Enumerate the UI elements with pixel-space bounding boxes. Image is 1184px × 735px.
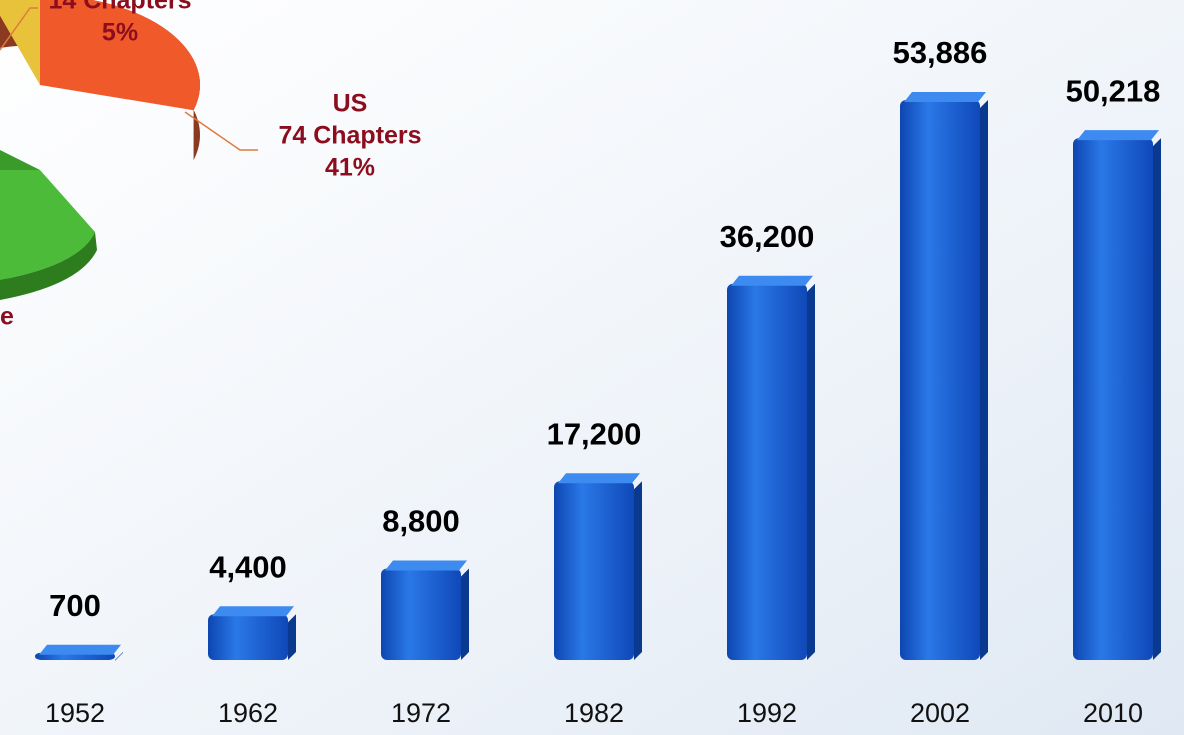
bar-side — [461, 568, 469, 660]
bar-side — [288, 614, 296, 660]
bar-top — [904, 92, 986, 102]
bar-top — [212, 606, 294, 617]
pie-value-label: 41% — [325, 154, 375, 182]
x-tick-label: 2002 — [910, 698, 970, 728]
x-tick-label: 1992 — [737, 698, 797, 728]
value-label: 36,200 — [720, 219, 815, 254]
pie-value-label: 5% — [102, 19, 138, 47]
bar — [208, 614, 288, 660]
pie-label: e — [0, 303, 14, 331]
pie-slice — [0, 0, 40, 85]
pie-label: 14 Chapters — [48, 0, 191, 15]
bar-top — [385, 560, 467, 571]
x-tick-label: 1962 — [218, 698, 278, 728]
bar — [900, 100, 980, 660]
value-label: 53,886 — [893, 35, 988, 70]
value-label: 50,218 — [1066, 73, 1161, 108]
bar — [727, 283, 807, 660]
x-tick-label: 1952 — [45, 698, 105, 728]
bar — [554, 481, 634, 660]
value-label: 8,800 — [382, 504, 460, 539]
pie-slice — [40, 0, 200, 111]
bar-top — [39, 644, 121, 655]
bar-side — [1153, 138, 1161, 660]
leader-line — [0, 7, 38, 51]
green-slice — [0, 170, 95, 280]
bar-top — [558, 473, 640, 484]
bar-side — [807, 283, 815, 660]
leader-line — [184, 111, 258, 151]
green-slice-edge — [0, 232, 97, 300]
bar-side — [634, 481, 642, 660]
bar-top — [731, 275, 813, 286]
x-tick-label: 1972 — [391, 698, 451, 728]
bar-top — [1077, 130, 1159, 141]
x-tick-label: 1982 — [564, 698, 624, 728]
pie-label: 74 Chapters — [278, 122, 421, 150]
x-tick-label: 2010 — [1083, 698, 1143, 728]
bar-side — [980, 100, 988, 660]
bar-chart: 700 1952 4,400 1962 8,800 1972 17,200 1982 36,20… — [35, 35, 1161, 728]
value-label: 700 — [49, 588, 101, 623]
value-label: 4,400 — [209, 549, 287, 584]
bar — [1073, 138, 1153, 660]
pie: US 74 Chapters 41% 14 Chapters 5% e — [0, 0, 422, 331]
pie-label: US — [333, 90, 368, 118]
bar — [381, 568, 461, 660]
bar-side — [115, 652, 123, 661]
value-label: 17,200 — [547, 416, 642, 451]
